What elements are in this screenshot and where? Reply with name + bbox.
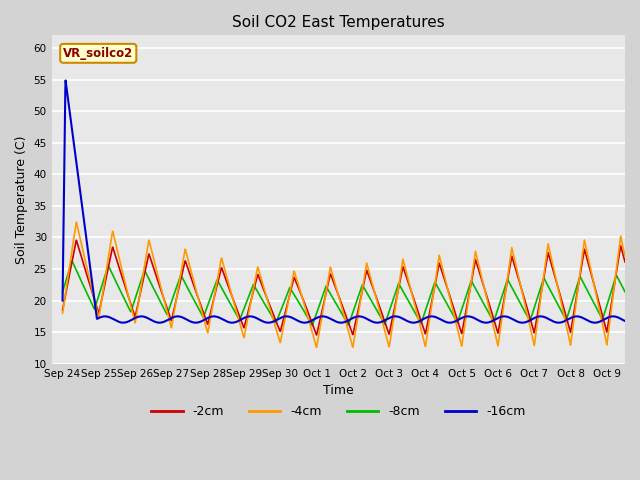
Title: Soil CO2 East Temperatures: Soil CO2 East Temperatures [232,15,445,30]
Legend: -2cm, -4cm, -8cm, -16cm: -2cm, -4cm, -8cm, -16cm [147,400,531,423]
Y-axis label: Soil Temperature (C): Soil Temperature (C) [15,135,28,264]
Text: VR_soilco2: VR_soilco2 [63,47,133,60]
X-axis label: Time: Time [323,384,354,397]
